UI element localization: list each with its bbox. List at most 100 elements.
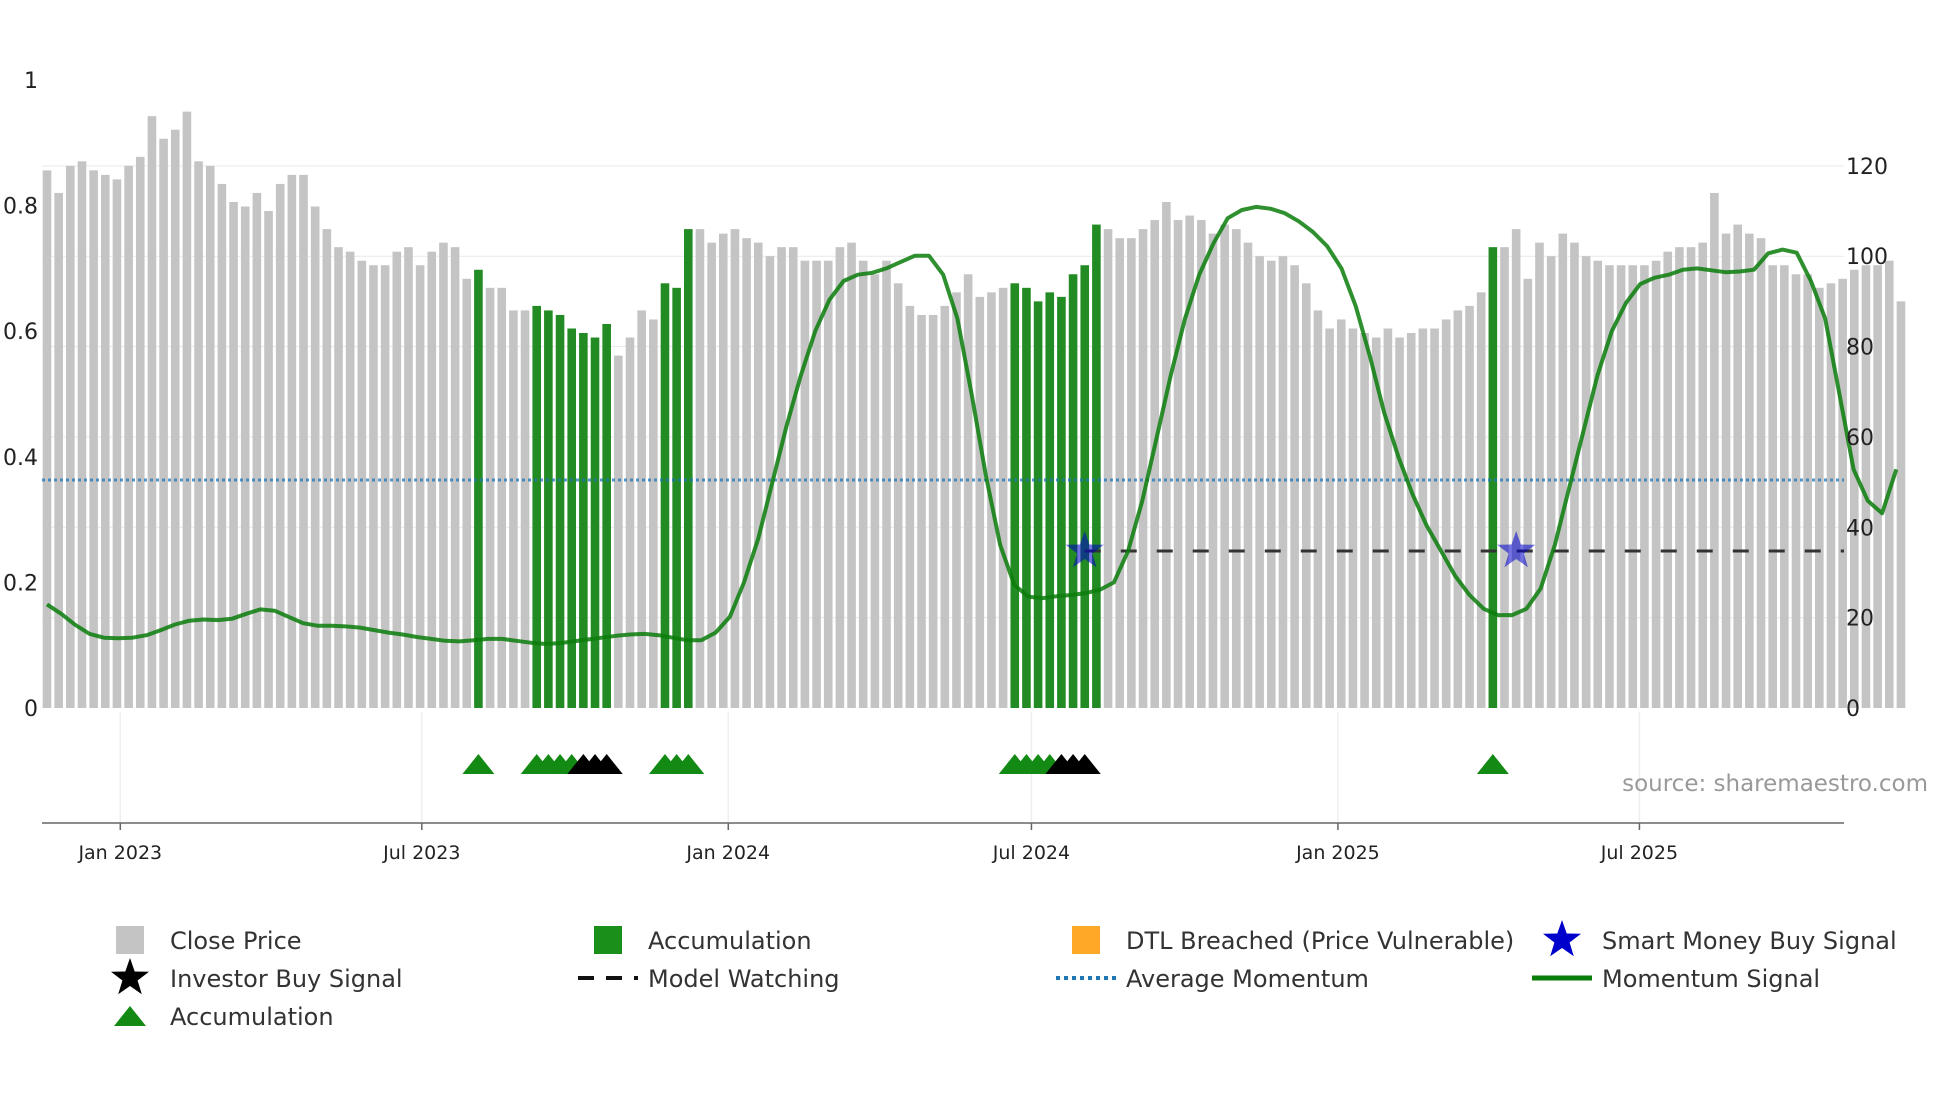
- close-price-bar: [205, 165, 215, 708]
- x-tick-label: Jul 2024: [992, 842, 1070, 864]
- legend-item: DTL Breached (Price Vulnerable): [1072, 926, 1514, 955]
- legend-item: Accumulation: [114, 1003, 334, 1031]
- close-price-bar: [928, 314, 938, 708]
- close-price-bar: [462, 278, 472, 708]
- close-price-bar: [1162, 201, 1171, 709]
- close-price-bar: [1791, 274, 1801, 708]
- left-tick-label: 0.4: [3, 446, 38, 471]
- close-price-bar: [917, 314, 926, 708]
- close-price-bar: [159, 138, 168, 708]
- close-price-bar: [1290, 265, 1299, 708]
- accumulation-bar: [660, 283, 670, 708]
- close-price-bar: [1570, 242, 1579, 709]
- right-axis: 0 20 40 60 80 100 120: [1846, 155, 1888, 722]
- close-price-bar: [1243, 242, 1253, 709]
- close-price-bar: [1663, 251, 1673, 708]
- legend-item: Average Momentum: [1056, 965, 1369, 993]
- close-price-bar: [730, 229, 740, 709]
- x-tick-label: Jan 2024: [685, 842, 770, 864]
- close-price-bar: [42, 170, 52, 708]
- close-price-bar: [334, 247, 343, 708]
- close-price-bar: [1733, 224, 1742, 708]
- accumulation-triangle: [462, 754, 495, 774]
- close-price-bar: [112, 179, 122, 708]
- legend-star-icon: [111, 958, 149, 995]
- legend-label: Smart Money Buy Signal: [1602, 927, 1897, 955]
- close-price-bar: [1115, 238, 1125, 708]
- accumulation-bar: [532, 305, 542, 708]
- accumulation-bar: [1022, 287, 1031, 708]
- legend-item: Accumulation: [594, 926, 812, 955]
- accumulation-bar: [474, 269, 483, 708]
- close-price-bar: [649, 319, 658, 708]
- close-price-bar: [1873, 265, 1882, 708]
- right-tick-label: 120: [1846, 155, 1888, 180]
- left-tick-label: 0.8: [3, 195, 38, 220]
- close-price-bar: [1336, 319, 1346, 708]
- close-price-bar: [1826, 283, 1836, 708]
- legend-label: Average Momentum: [1126, 965, 1369, 993]
- close-price-bar: [369, 265, 378, 708]
- close-price-bar: [1616, 265, 1626, 708]
- close-price-bar: [1430, 328, 1439, 708]
- accumulation-bar: [567, 328, 576, 708]
- x-axis-ticks: Jan 2023 Jul 2023 Jan 2024 Jul 2024 Jan 2025…: [77, 823, 1678, 864]
- accumulation-bar: [555, 314, 565, 708]
- close-price-bar: [1127, 238, 1136, 708]
- left-tick-label: 0.6: [3, 320, 38, 345]
- close-price-bar: [1348, 328, 1358, 708]
- close-price-bar: [404, 247, 413, 708]
- x-tick-label: Jan 2023: [77, 842, 162, 864]
- x-tick-label: Jul 2025: [1600, 842, 1678, 864]
- right-tick-label: 60: [1846, 426, 1874, 451]
- legend: Close Price Accumulation DTL Breached (Pri…: [111, 920, 1897, 1031]
- close-price-bar: [1150, 220, 1159, 708]
- right-tick-label: 0: [1846, 697, 1860, 722]
- momentum-signal-line: [45, 204, 1899, 646]
- close-price-bar: [753, 242, 763, 709]
- legend-item: Momentum Signal: [1532, 965, 1820, 993]
- close-price-bar: [823, 260, 833, 708]
- close-price-bar: [858, 260, 868, 708]
- smart-money-star: [1497, 531, 1536, 568]
- close-price-bar: [788, 247, 798, 708]
- accumulation-bar: [1080, 265, 1090, 708]
- close-price-bar: [940, 305, 950, 708]
- close-price-bar: [1640, 265, 1649, 708]
- close-price-bar: [1173, 220, 1183, 708]
- close-price-bar: [812, 260, 821, 708]
- legend-label: Model Watching: [648, 965, 840, 993]
- accumulation-bar: [672, 287, 681, 708]
- close-price-bar: [229, 201, 238, 709]
- close-price-bar: [1313, 310, 1323, 708]
- close-price-bar: [240, 206, 250, 708]
- close-price-bar: [497, 287, 507, 708]
- source-label: source: sharemaestro.com: [1622, 771, 1928, 797]
- close-price-bar: [1476, 292, 1486, 708]
- left-tick-label: 0.2: [3, 571, 38, 596]
- accumulation-bar: [544, 310, 553, 708]
- close-price-bar: [1651, 260, 1661, 708]
- close-price-bar: [1232, 229, 1241, 709]
- close-price-bar: [1546, 256, 1556, 708]
- legend-label: Momentum Signal: [1602, 965, 1820, 993]
- close-price-bar: [1710, 192, 1719, 708]
- close-price-bar: [1406, 333, 1416, 708]
- close-price-bar: [1780, 265, 1789, 708]
- close-price-bar: [1185, 215, 1194, 709]
- close-price-bar: [1768, 265, 1777, 708]
- close-price-bar: [77, 161, 87, 709]
- close-price-bar: [742, 238, 751, 708]
- accumulation-bar: [1057, 296, 1066, 708]
- close-price-bar: [182, 111, 192, 708]
- close-price-bar: [1383, 328, 1393, 708]
- close-price-bar: [1605, 265, 1614, 708]
- close-price-bar: [322, 229, 332, 709]
- close-price-bar: [194, 161, 203, 709]
- close-price-bar: [1220, 224, 1229, 708]
- close-price-bar: [1255, 256, 1264, 708]
- right-tick-label: 40: [1846, 516, 1874, 541]
- close-price-bar: [1453, 310, 1463, 708]
- close-price-bar: [1360, 333, 1369, 708]
- close-price-bar: [66, 165, 75, 708]
